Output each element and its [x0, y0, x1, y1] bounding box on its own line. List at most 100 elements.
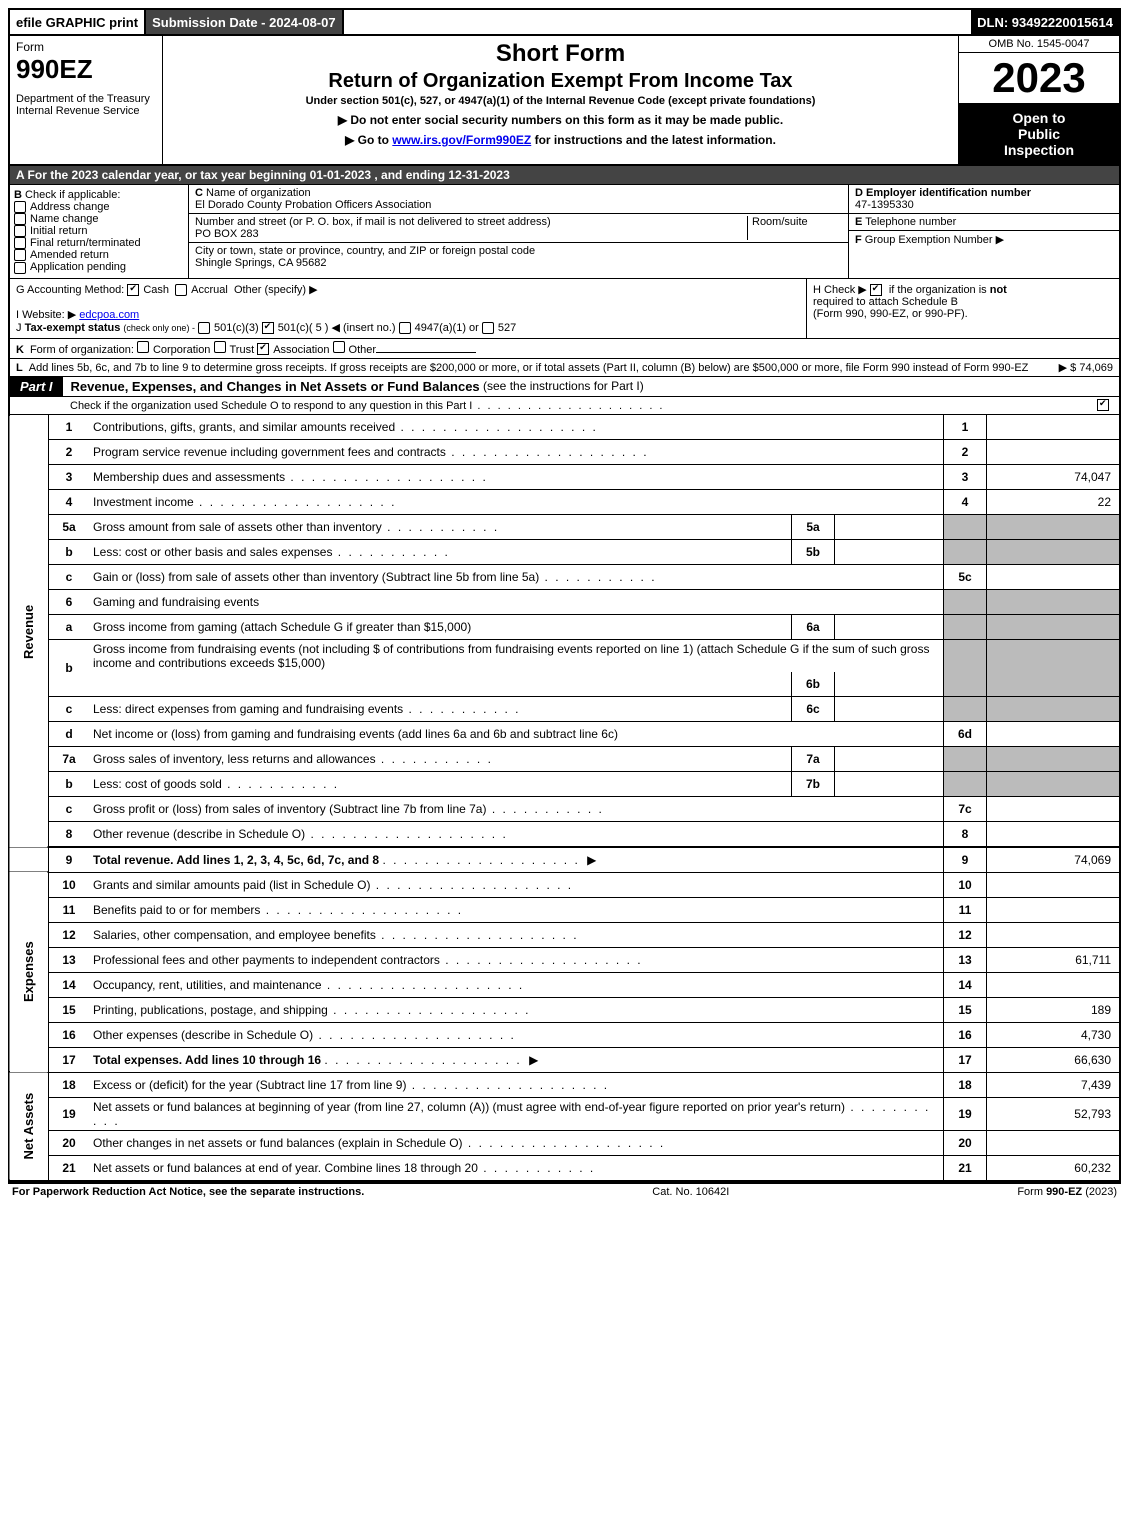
line-12-val	[987, 922, 1121, 947]
g-label: G	[16, 284, 25, 296]
schedule-o-check-text: Check if the organization used Schedule …	[70, 400, 1097, 412]
line-7a-valshade	[987, 746, 1121, 771]
tel-cell: E Telephone number	[849, 214, 1119, 231]
footer-catno: Cat. No. 10642I	[364, 1186, 1017, 1198]
website-link[interactable]: edcpoa.com	[79, 309, 139, 321]
tel-label: Telephone number	[865, 216, 956, 228]
other-org-line[interactable]	[376, 352, 476, 353]
line-16-val: 4,730	[987, 1022, 1121, 1047]
line-21-val: 60,232	[987, 1155, 1121, 1181]
line-7c-ref: 7c	[944, 796, 987, 821]
chk-501c3[interactable]	[198, 322, 210, 334]
h-line3: (Form 990, 990-EZ, or 990-PF).	[813, 308, 968, 320]
line-15-num: 15	[49, 997, 90, 1022]
chk-initial-return[interactable]: Initial return	[14, 225, 184, 237]
chk-address-change[interactable]: Address change	[14, 201, 184, 213]
row-g: G Accounting Method: Cash Accrual Other …	[10, 279, 807, 338]
chk-schedule-b[interactable]	[870, 284, 882, 296]
line-5a-sub: 5a	[792, 514, 835, 539]
chk-association[interactable]	[257, 343, 269, 355]
side-revenue: Revenue	[9, 415, 49, 847]
line-17-num: 17	[49, 1047, 90, 1072]
line-16-ref: 16	[944, 1022, 987, 1047]
subtitle: Under section 501(c), 527, or 4947(a)(1)…	[171, 95, 950, 107]
page-footer: For Paperwork Reduction Act Notice, see …	[8, 1182, 1121, 1200]
chk-4947[interactable]	[399, 322, 411, 334]
open-line1: Open to	[961, 110, 1117, 126]
ein-cell: D Employer identification number 47-1395…	[849, 185, 1119, 214]
chk-corporation[interactable]	[137, 341, 149, 353]
line-3-num: 3	[49, 464, 90, 489]
line-6a-sub: 6a	[792, 614, 835, 639]
chk-schedule-o-part1[interactable]	[1097, 399, 1109, 411]
chk-accrual[interactable]	[175, 284, 187, 296]
omb-number: OMB No. 1545-0047	[959, 36, 1119, 53]
line-5c-val	[987, 564, 1121, 589]
line-2-ref: 2	[944, 439, 987, 464]
line-6c-desc: Less: direct expenses from gaming and fu…	[89, 696, 792, 721]
col-b: B Check if applicable: Address change Na…	[10, 185, 189, 278]
j-label: J	[16, 322, 22, 334]
chk-application-pending[interactable]: Application pending	[14, 261, 184, 273]
dln-label: DLN: 93492220015614	[971, 10, 1119, 34]
line-20-ref: 20	[944, 1130, 987, 1155]
line-6a-desc: Gross income from gaming (attach Schedul…	[89, 614, 792, 639]
line-6d-num: d	[49, 721, 90, 746]
tax-exempt-label: Tax-exempt status	[25, 322, 121, 334]
line-6a-valshade	[987, 614, 1121, 639]
line-9-ref: 9	[944, 847, 987, 873]
line-7c-num: c	[49, 796, 90, 821]
chk-527[interactable]	[482, 322, 494, 334]
line-10-num: 10	[49, 872, 90, 897]
row-h: H Check ▶ if the organization is not req…	[807, 279, 1119, 338]
line-7b-subval	[835, 771, 944, 796]
chk-trust[interactable]	[214, 341, 226, 353]
line-14-val	[987, 972, 1121, 997]
line-11-desc: Benefits paid to or for members	[89, 897, 944, 922]
line-5a-valshade	[987, 514, 1121, 539]
part-1-header: Part I Revenue, Expenses, and Changes in…	[8, 377, 1121, 397]
line-1-val	[987, 415, 1121, 440]
line-20-num: 20	[49, 1130, 90, 1155]
line-6-num: 6	[49, 589, 90, 614]
h-label: H	[813, 284, 821, 296]
line-17-val: 66,630	[987, 1047, 1121, 1072]
line-6b-desc1: Gross income from fundraising events (no…	[89, 639, 944, 672]
info-block: B Check if applicable: Address change Na…	[8, 185, 1121, 279]
chk-501c[interactable]	[262, 322, 274, 334]
f-label: F	[855, 234, 862, 246]
line-5a-subval	[835, 514, 944, 539]
line-7b-num: b	[49, 771, 90, 796]
line-19-val: 52,793	[987, 1097, 1121, 1130]
line-2-desc: Program service revenue including govern…	[89, 439, 944, 464]
part-1-title: Revenue, Expenses, and Changes in Net As…	[71, 379, 480, 394]
irs-link[interactable]: www.irs.gov/Form990EZ	[392, 133, 531, 147]
top-bar: efile GRAPHIC print Submission Date - 20…	[8, 8, 1121, 36]
line-14-ref: 14	[944, 972, 987, 997]
line-1-ref: 1	[944, 415, 987, 440]
ssn-warning: ▶ Do not enter social security numbers o…	[171, 113, 950, 127]
line-5b-sub: 5b	[792, 539, 835, 564]
part-1-tag: Part I	[10, 377, 63, 396]
line-21-ref: 21	[944, 1155, 987, 1181]
arrow-icon	[525, 1053, 542, 1067]
chk-cash[interactable]	[127, 284, 139, 296]
chk-name-change[interactable]: Name change	[14, 213, 184, 225]
chk-other-org[interactable]	[333, 341, 345, 353]
section-a: A For the 2023 calendar year, or tax yea…	[8, 166, 1121, 185]
d-label: D	[855, 187, 863, 199]
line-6a-num: a	[49, 614, 90, 639]
line-21-num: 21	[49, 1155, 90, 1181]
lines-table: Revenue 1 Contributions, gifts, grants, …	[8, 415, 1121, 1182]
line-15-ref: 15	[944, 997, 987, 1022]
line-6a-shade	[944, 614, 987, 639]
chk-amended-return[interactable]: Amended return	[14, 249, 184, 261]
line-13-desc: Professional fees and other payments to …	[89, 947, 944, 972]
efile-label[interactable]: efile GRAPHIC print	[10, 10, 146, 34]
line-17-ref: 17	[944, 1047, 987, 1072]
form-label: Form	[16, 40, 156, 54]
chk-final-return[interactable]: Final return/terminated	[14, 237, 184, 249]
addr-cell: Number and street (or P. O. box, if mail…	[189, 214, 848, 243]
line-14-num: 14	[49, 972, 90, 997]
org-name-cell: C Name of organization El Dorado County …	[189, 185, 848, 214]
